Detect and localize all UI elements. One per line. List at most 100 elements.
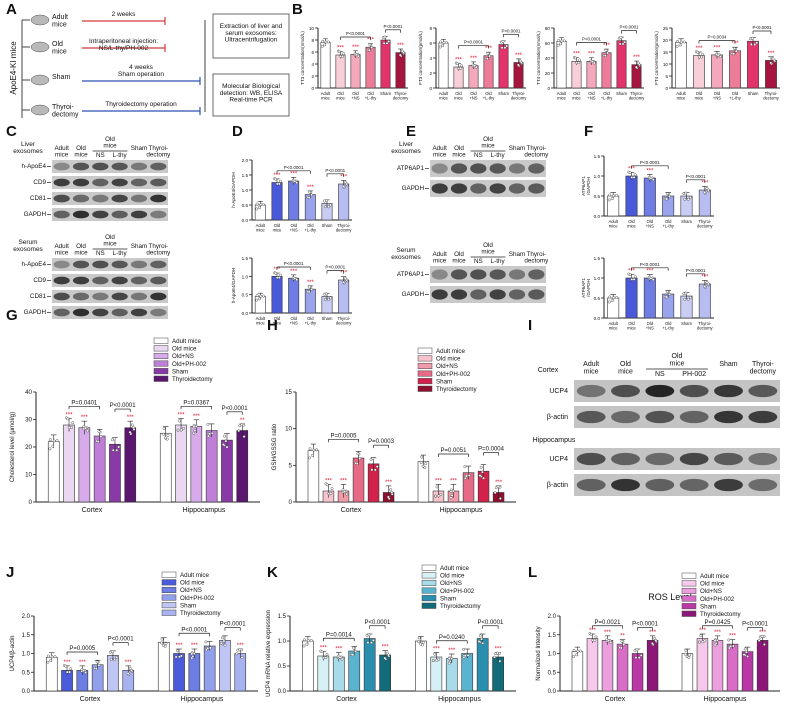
blot-band [714, 410, 743, 424]
significance-stars: *** [320, 646, 328, 652]
bar [675, 42, 687, 89]
data-point [619, 646, 623, 650]
data-point [703, 191, 707, 194]
data-point [684, 291, 688, 295]
data-point [459, 66, 463, 70]
significance-stars: *** [646, 168, 654, 174]
data-point [589, 632, 593, 636]
y-tick-label: 0.5 [242, 293, 249, 298]
y-tick-label: 10 [309, 26, 315, 31]
data-point [632, 277, 636, 281]
legend-swatch [161, 602, 177, 609]
legend-label: Old+PH-002 [440, 588, 475, 595]
group-label: Cortex [336, 696, 357, 703]
data-point [324, 205, 327, 209]
data-point [111, 448, 115, 452]
panel-letter-A: A [6, 1, 17, 18]
data-point [278, 273, 282, 277]
data-point [293, 276, 297, 280]
y-tick-label: 1.0 [594, 174, 601, 179]
y-tick-label: 0.5 [594, 194, 601, 199]
data-point [556, 43, 560, 47]
blot-lane-label: Thyroi-dectomy [146, 243, 171, 257]
p-value-label: P<0.0001 [464, 40, 483, 45]
data-point [238, 648, 242, 652]
blot-bracket-label: Old mice [103, 136, 117, 150]
y-tick-label: 0.0 [548, 689, 557, 695]
p-value-label: P<0.0001 [284, 261, 304, 266]
data-point [375, 465, 379, 469]
y-tick-label: 0.5 [594, 296, 601, 301]
blot-band [53, 276, 70, 285]
y-tick-label: 6 [311, 50, 314, 55]
legend-label: Old mice [440, 573, 465, 580]
bar [236, 430, 249, 503]
p-value-label: P<0.0001 [284, 165, 304, 170]
p-value-label: P=0.0034 [708, 35, 727, 40]
significance-stars: *** [335, 647, 343, 653]
data-point [637, 656, 641, 660]
data-point [113, 658, 117, 661]
bar [729, 50, 741, 89]
p-value-label: P<0.0001 [742, 622, 769, 628]
data-point [639, 653, 643, 657]
data-point [481, 470, 484, 474]
data-point [66, 417, 70, 421]
y-tick-label: 1.0 [548, 652, 557, 658]
legend-label: Old mice [172, 346, 197, 353]
y-tick-label: 6 [429, 41, 432, 46]
blot-band [714, 384, 743, 398]
data-point [324, 656, 328, 660]
significance-stars: *** [81, 415, 89, 421]
p-value-label: P<0.0001 [640, 160, 660, 165]
blot-band [470, 163, 487, 174]
panel-a-group-label: Sham [52, 74, 70, 81]
y-tick-label: 0.0 [242, 311, 249, 316]
data-point [466, 653, 470, 657]
data-point [771, 57, 775, 61]
data-point [760, 635, 764, 638]
data-point [311, 453, 314, 457]
y-tick-label: 10 [25, 472, 32, 479]
data-point [421, 640, 425, 644]
blot-band [53, 292, 70, 301]
significance-stars: *** [470, 56, 478, 62]
x-tick-label: Old +NS [587, 91, 595, 100]
data-point [223, 643, 227, 647]
blot-row-label: GAPDH [24, 211, 47, 218]
x-tick-label: Old +L-thy [662, 321, 675, 330]
panel-letter-I: I [528, 317, 532, 334]
bar [288, 277, 300, 314]
x-tick-label: Thyroi-dectomy [629, 91, 646, 100]
data-point [699, 634, 703, 638]
y-tick-label: 40 [25, 389, 32, 396]
y-tick-label: 1.0 [242, 188, 249, 193]
legend-swatch [417, 378, 433, 385]
x-tick-label: Adult mice [321, 91, 331, 100]
data-point [96, 440, 100, 444]
x-tick-label: Thyroi-dectomy [697, 321, 714, 330]
p-value-label: P<0.0001 [325, 265, 345, 270]
data-point [474, 65, 478, 69]
data-point [53, 655, 57, 659]
blot-title: Serum exosomes [13, 239, 43, 253]
legend-label: Old+PH-002 [172, 361, 207, 368]
blot-band [130, 210, 148, 219]
blot-row-label: h-ApoE4 [21, 163, 46, 170]
data-point [337, 50, 341, 54]
blot-band [111, 260, 128, 269]
data-point [424, 462, 428, 466]
x-tick-label: Old +L-thy [483, 91, 496, 100]
data-point [444, 41, 448, 44]
data-point [769, 61, 773, 65]
significance-stars: *** [340, 271, 348, 277]
x-tick-label: Sham [380, 91, 391, 96]
data-point [324, 298, 327, 301]
legend-swatch [681, 587, 697, 594]
bar [320, 42, 331, 89]
p-value-label: P=0.0005 [331, 433, 358, 439]
data-point [352, 646, 356, 650]
legend-swatch [153, 345, 169, 352]
data-point [308, 190, 312, 194]
y-axis-label: FT3 concentration(pmol/L) [418, 31, 423, 85]
